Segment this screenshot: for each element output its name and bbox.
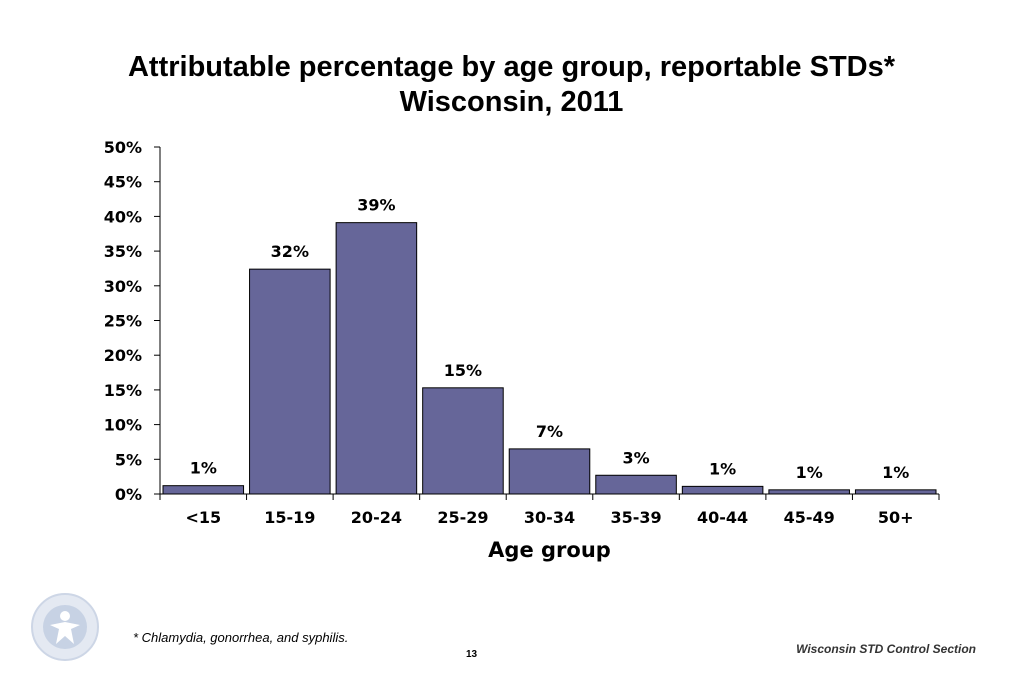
chart-title-line2: Wisconsin, 2011 [399,86,624,118]
y-axis: 0% 5% 10% 15% 20% 25% 30% 35% 40% 45% 50% [104,138,161,504]
bar [681,485,764,495]
bar [335,222,418,495]
bars [162,222,937,495]
data-label: 7% [536,422,563,441]
data-label: 1% [796,463,823,482]
data-label: 1% [709,459,736,478]
data-label: 39% [357,196,395,215]
y-tick-label: 40% [104,207,142,226]
x-tick-label: 15-19 [264,508,315,527]
dhs-seal-logo [31,593,99,661]
y-tick-label: 20% [104,346,142,365]
y-tick-label: 25% [104,312,142,331]
y-tick-label: 0% [115,485,142,504]
bar [854,489,937,495]
x-tick-label: <15 [185,508,221,527]
bar [249,268,331,495]
x-tick-label: 35-39 [610,508,661,527]
source-credit: Wisconsin STD Control Section [796,642,976,656]
bar [162,485,245,495]
footnote: * Chlamydia, gonorrhea, and syphilis. [133,630,349,645]
data-label: 1% [882,463,909,482]
data-label: 32% [271,242,309,261]
x-tick-label: 45-49 [784,508,835,527]
x-tick-label: 50+ [878,508,914,527]
y-tick-label: 15% [104,381,142,400]
data-label: 1% [190,459,217,478]
x-tick-label: 20-24 [351,508,402,527]
y-tick-label: 35% [104,242,142,261]
y-tick-label: 50% [104,138,142,157]
page-number: 13 [466,649,478,660]
chart-title: Attributable percentage by age group, re… [0,50,1023,120]
data-labels: 1% 32% 39% 15% 7% 3% 1% 1% 1% [190,196,910,482]
y-tick-label: 10% [104,416,142,435]
data-label: 15% [444,361,482,380]
x-tick-label: 25-29 [437,508,488,527]
chart-title-line1: Attributable percentage by age group, re… [127,51,896,83]
bar [422,387,504,495]
x-tick-label: 30-34 [524,508,575,527]
y-tick-label: 5% [115,450,142,469]
bar [595,474,677,495]
bar [768,489,850,495]
y-tick-label: 45% [104,173,142,192]
x-tick-label: 40-44 [697,508,748,527]
y-tick-label: 30% [104,277,142,296]
data-label: 3% [622,448,649,467]
bar [508,448,591,495]
x-axis: <15 15-19 20-24 25-29 30-34 35-39 40-44 45-49 50… [159,493,940,527]
x-axis-title: Age group [488,538,611,562]
